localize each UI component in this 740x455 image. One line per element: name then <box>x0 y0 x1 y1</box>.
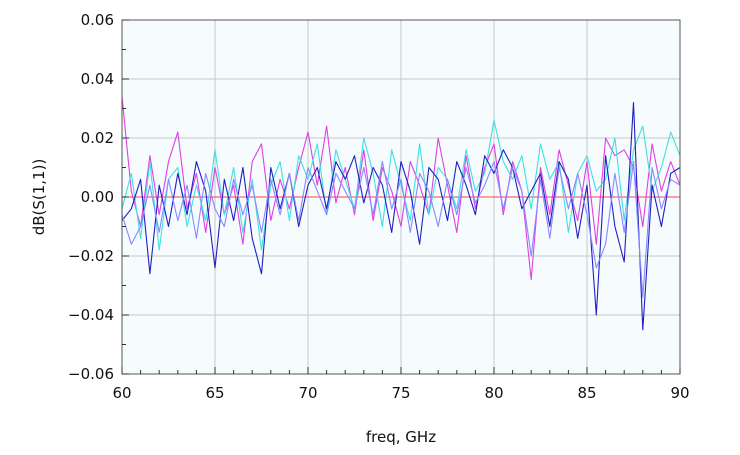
x-tick-label: 75 <box>391 384 410 402</box>
x-tick-label: 65 <box>205 384 224 402</box>
tick-labels: 60 65 70 75 80 85 90 −0.06 −0.04 −0.02 0.00 0.02 0.0… <box>68 11 690 402</box>
y-axis-title: dB(S(1,1)) <box>30 159 48 236</box>
x-tick-label: 90 <box>670 384 689 402</box>
y-tick-label: 0.02 <box>81 129 114 147</box>
x-tick-label: 80 <box>484 384 503 402</box>
series-layer <box>121 96 681 331</box>
ticks <box>121 19 681 375</box>
y-tick-label: 0.00 <box>81 188 114 206</box>
y-tick-label: 0.06 <box>81 11 114 29</box>
x-tick-label: 85 <box>577 384 596 402</box>
series-line-4 <box>121 161 681 298</box>
x-tick-label: 60 <box>112 384 131 402</box>
x-tick-label: 70 <box>298 384 317 402</box>
y-tick-label: −0.02 <box>68 247 114 265</box>
y-tick-label: −0.06 <box>68 365 114 383</box>
x-axis-title: freq, GHz <box>366 428 436 446</box>
y-tick-label: −0.04 <box>68 306 114 324</box>
y-tick-label: 0.04 <box>81 70 114 88</box>
series-line-2 <box>121 119 681 251</box>
series-line-3 <box>121 102 681 331</box>
series-line-1 <box>121 96 681 281</box>
